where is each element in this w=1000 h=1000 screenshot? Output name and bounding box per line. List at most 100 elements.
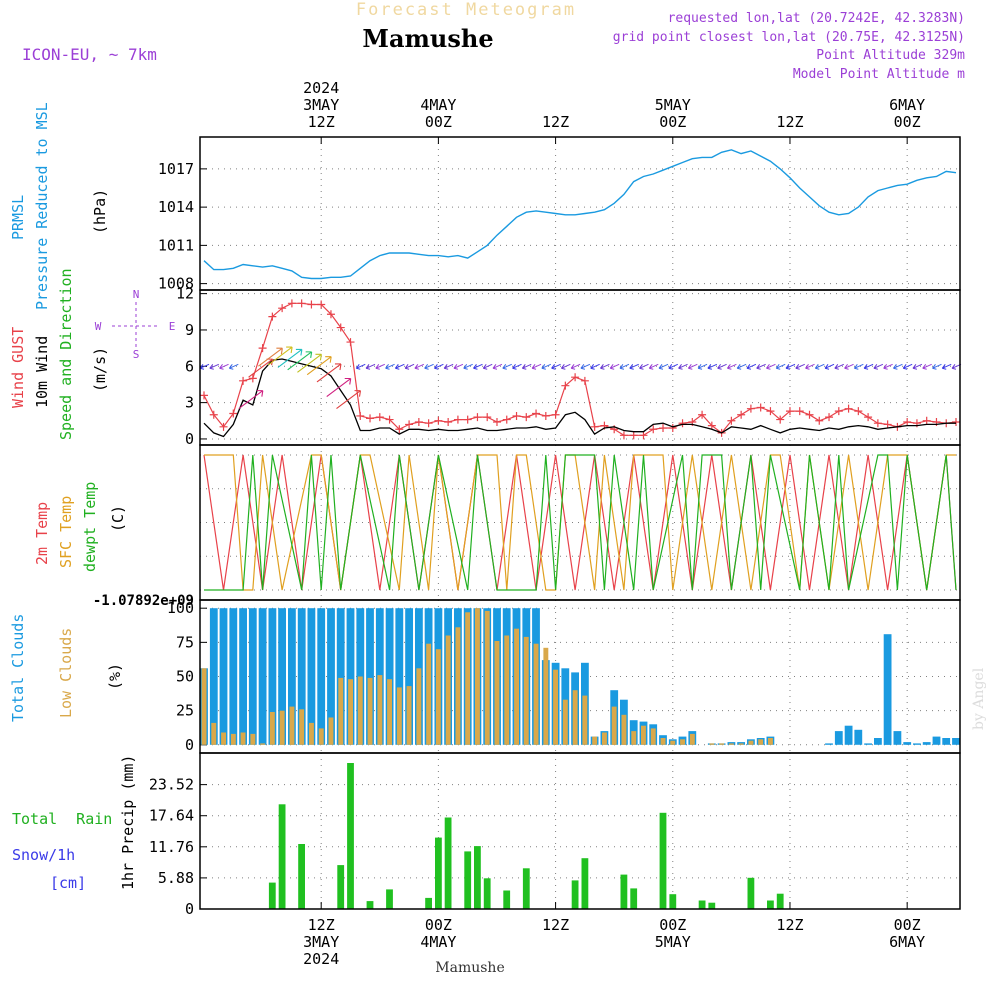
low-cloud-bar <box>387 679 392 745</box>
gust-point <box>297 299 306 308</box>
svg-text:(%): (%) <box>106 663 124 690</box>
strong-wind-arrow <box>336 390 362 410</box>
gust-point <box>766 407 775 416</box>
precip-tick-label: 11.76 <box>149 838 194 856</box>
gust-point <box>707 421 716 430</box>
total-cloud-bar <box>903 742 912 745</box>
wind-direction-arrow <box>463 363 473 370</box>
wind-direction-arrow <box>433 363 444 370</box>
wind-direction-arrow <box>639 363 649 370</box>
total-cloud-bar <box>834 731 843 745</box>
point-altitude: Point Altitude 329m <box>816 48 965 63</box>
clouds-tick-label: 0 <box>185 736 194 754</box>
gust-point <box>776 415 785 424</box>
low-cloud-bar <box>689 733 695 745</box>
strong-wind-arrow <box>267 346 293 366</box>
wind-direction-arrow <box>941 363 952 370</box>
bottom-tick-label: 12Z <box>776 916 803 934</box>
dewpt-line <box>204 454 957 591</box>
low-cloud-bar <box>650 728 656 745</box>
low-cloud-bar <box>504 635 510 745</box>
app-title: Forecast Meteogram <box>356 0 576 20</box>
gust-point <box>639 431 648 440</box>
gust-point <box>229 409 238 418</box>
rain-bar <box>776 893 784 909</box>
wind-direction-arrow <box>863 363 874 370</box>
gust-point <box>532 409 541 418</box>
rain-bar <box>278 804 286 909</box>
wind-direction-arrow <box>766 363 776 370</box>
wind-direction-arrow <box>873 363 884 370</box>
top-tick-label: 12Z <box>308 113 335 131</box>
wind-direction-arrow <box>678 363 688 370</box>
gust-point <box>375 413 384 422</box>
wind-direction-arrow <box>658 363 669 370</box>
wind-direction-arrow <box>687 363 698 370</box>
wind-direction-arrow <box>883 363 893 370</box>
wind-direction-arrow <box>482 363 493 370</box>
low-cloud-bar <box>250 733 256 745</box>
gust-point <box>424 419 433 428</box>
low-cloud-bar <box>377 675 383 745</box>
strong-wind-arrow <box>297 353 322 373</box>
gust-point <box>239 376 248 385</box>
panel-frame <box>199 752 961 910</box>
low-cloud-bar <box>631 731 637 745</box>
top-tick-label: 00Z <box>425 113 452 131</box>
wind-direction-arrow <box>697 363 708 370</box>
total-cloud-bar <box>278 608 286 745</box>
gust-point <box>698 410 707 419</box>
pressure-line <box>203 149 957 280</box>
top-tick-label: 12Z <box>776 113 803 131</box>
low-cloud-bar <box>260 743 266 745</box>
gust-point <box>834 407 843 416</box>
precip-tick-label: 5.88 <box>158 869 194 887</box>
low-cloud-bar <box>328 717 334 745</box>
low-cloud-bar <box>641 725 646 745</box>
low-cloud-bar <box>543 647 549 745</box>
wind-direction-arrow <box>629 363 639 370</box>
svg-text:Wind GUST: Wind GUST <box>9 327 27 408</box>
total-cloud-bar <box>913 743 921 745</box>
low-cloud-bar <box>523 636 529 745</box>
precip-tick-label: 17.64 <box>149 807 194 825</box>
total-cloud-bar <box>219 608 228 745</box>
wind-direction-arrow <box>570 363 581 370</box>
temperature-label: 2m Temp SFC Temp dewpt Temp (C) <box>33 482 127 572</box>
wind-direction-arrow <box>648 363 659 370</box>
strong-wind-arrow <box>277 348 303 368</box>
wind-direction-arrow <box>756 363 766 370</box>
low-cloud-bar <box>768 738 773 745</box>
rain-bar <box>708 902 716 909</box>
wind-direction-arrow <box>609 363 620 370</box>
gust-point <box>502 415 511 424</box>
gust-point <box>483 413 492 422</box>
rain-bar <box>444 817 452 909</box>
gust-point <box>307 300 316 309</box>
gust-point <box>209 410 218 419</box>
bottom-tick-label: 00Z <box>659 916 686 934</box>
gust-point <box>444 417 453 426</box>
svg-text:PRMSL: PRMSL <box>9 195 27 240</box>
svg-text:Low Clouds: Low Clouds <box>57 628 75 718</box>
top-tick-label: 2024 <box>303 79 339 97</box>
top-tick-label: 3MAY <box>303 96 339 114</box>
rain-bar <box>298 844 305 909</box>
gust-point <box>844 404 853 413</box>
wind-direction-arrow <box>805 363 815 370</box>
svg-text:Total Clouds: Total Clouds <box>9 614 27 722</box>
low-cloud-bar <box>592 736 598 745</box>
low-cloud-bar <box>562 699 568 745</box>
wind-direction-arrow <box>492 363 503 370</box>
bottom-tick-label: 5MAY <box>655 933 691 951</box>
low-cloud-bar <box>514 628 519 745</box>
gust-point <box>405 420 414 429</box>
wind-direction-arrow <box>404 363 415 370</box>
model-altitude: Model Point Altitude m <box>793 67 965 82</box>
low-cloud-bar <box>670 740 676 745</box>
rain-bar <box>337 865 345 909</box>
wind-direction-arrow <box>560 363 571 370</box>
wind-direction-arrow <box>209 363 219 370</box>
gust-point <box>492 417 501 426</box>
